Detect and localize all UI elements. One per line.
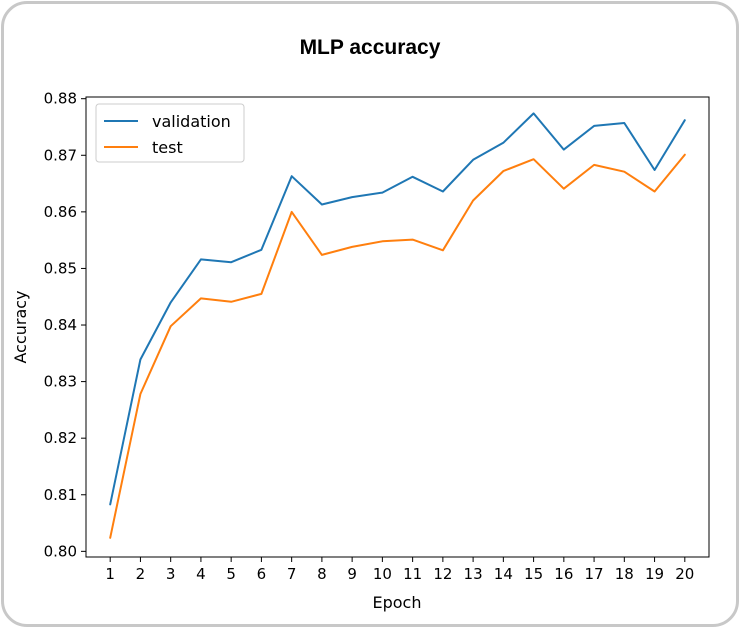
x-tick-label: 2 [136,565,146,583]
y-tick-label: 0.86 [44,203,77,221]
x-tick-label: 16 [554,565,573,583]
x-tick-label: 6 [257,565,267,583]
x-tick-label: 15 [524,565,543,583]
legend-label-test: test [152,138,183,157]
y-tick-label: 0.81 [44,486,77,504]
x-tick-label: 12 [433,565,452,583]
legend-label-validation: validation [152,112,231,131]
x-tick-label: 17 [585,565,604,583]
x-tick-label: 13 [464,565,483,583]
x-tick-label: 20 [675,565,694,583]
x-tick-label: 7 [287,565,297,583]
x-tick-label: 11 [403,565,422,583]
plot-area [85,96,710,558]
chart-title: MLP accuracy [299,36,441,59]
x-tick-label: 19 [645,565,664,583]
y-tick-label: 0.80 [44,542,77,560]
y-tick-label: 0.83 [44,373,77,391]
legend: validation test [95,103,245,163]
x-tick-label: 10 [373,565,392,583]
y-tick-label: 0.85 [44,259,77,277]
y-tick-label: 0.82 [44,429,77,447]
y-axis-label: Accuracy [11,290,30,363]
x-tick-label: 9 [347,565,357,583]
y-tick-label: 0.87 [44,146,77,164]
x-tick-label: 3 [166,565,176,583]
x-tick-label: 1 [105,565,115,583]
series-line-test [109,153,686,539]
x-tick-label: 14 [494,565,513,583]
x-axis-label: Epoch [373,593,422,612]
y-tick-label: 0.88 [44,90,77,108]
y-tick-label: 0.84 [44,316,77,334]
x-tick-label: 8 [317,565,327,583]
series-line-validation [109,112,686,506]
x-tick-label: 5 [226,565,236,583]
x-tick-label: 4 [196,565,206,583]
x-tick-label: 18 [615,565,634,583]
